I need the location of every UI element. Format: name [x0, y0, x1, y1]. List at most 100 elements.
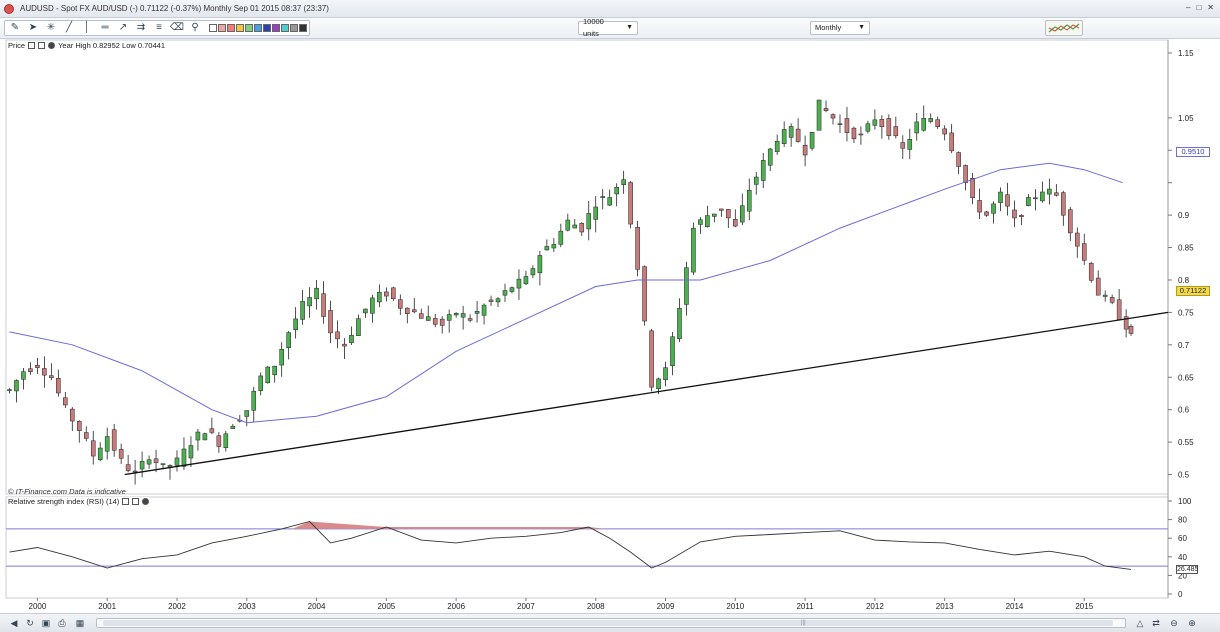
app-logo-icon: [4, 3, 14, 14]
candle-up: [705, 215, 710, 227]
interval-value: Monthly: [815, 23, 842, 32]
pointer-icon[interactable]: ➤: [28, 22, 38, 33]
zoom-icon[interactable]: ⚲: [191, 22, 199, 33]
window-icon[interactable]: [38, 42, 46, 49]
zoom-out-icon[interactable]: ⊖: [1170, 618, 1178, 628]
candle-down: [893, 126, 899, 137]
candle-down: [1012, 209, 1017, 219]
mini-chart-icon: [1048, 23, 1080, 33]
candle-down: [405, 307, 410, 315]
rsi-y-tick-label: 40: [1178, 553, 1187, 562]
candle-up: [286, 332, 291, 348]
candle-down: [830, 114, 836, 119]
candle-up: [502, 290, 508, 296]
color-swatch[interactable]: [290, 24, 298, 32]
x-tick-label: 2006: [447, 602, 465, 611]
color-swatch[interactable]: [209, 24, 217, 32]
candle-down: [83, 432, 89, 439]
color-swatch[interactable]: [272, 24, 280, 32]
candle-down: [1088, 262, 1094, 281]
delete-icon[interactable]: ⌫: [169, 22, 185, 33]
candle-up: [300, 301, 305, 320]
camera-icon[interactable]: ▣: [41, 618, 51, 628]
horizontal-line-icon[interactable]: ═: [101, 22, 109, 33]
candle-up: [558, 230, 564, 245]
candle-down: [418, 313, 424, 319]
candle-up: [551, 244, 557, 249]
price-panel-header: Price Year High 0.82952 Low 0.70441: [8, 41, 165, 50]
maximize-button[interactable]: □: [1196, 3, 1202, 12]
close-button[interactable]: ✕: [1207, 3, 1214, 12]
x-tick-label: 2010: [726, 602, 744, 611]
y-tick-label: 0.9: [1178, 211, 1190, 220]
channel-icon[interactable]: ⇉: [136, 22, 146, 33]
chart-layout-button[interactable]: [1045, 20, 1083, 36]
candle-up: [767, 148, 773, 166]
color-swatch[interactable]: [263, 24, 271, 32]
color-swatch[interactable]: [254, 24, 262, 32]
support-trendline: [124, 311, 1169, 476]
candle-up: [1026, 197, 1031, 206]
minimize-button[interactable]: ‒: [1186, 3, 1191, 12]
pencil-icon[interactable]: [122, 498, 130, 505]
candle-up: [698, 219, 703, 225]
candle-down: [56, 378, 61, 394]
candle-up: [495, 298, 501, 303]
window-icon[interactable]: [132, 498, 140, 505]
candle-up: [104, 436, 110, 452]
candle-down: [733, 219, 738, 227]
candle-down: [649, 330, 654, 388]
trend-icon[interactable]: ↗: [118, 22, 128, 33]
candle-up: [265, 366, 270, 383]
time-scrollbar[interactable]: |||: [96, 618, 1126, 628]
candle-up: [607, 197, 612, 206]
grid-icon[interactable]: ▦: [75, 618, 85, 628]
chevron-down-icon: ▼: [626, 24, 633, 31]
candle-up: [712, 213, 717, 217]
candle-up: [753, 176, 759, 185]
chart-canvas[interactable]: 0.50.550.60.650.70.750.80.850.911.051.15…: [0, 0, 1220, 613]
candle-up: [565, 219, 571, 231]
vertical-line-icon[interactable]: │: [83, 22, 91, 33]
candle-up: [809, 132, 815, 149]
candle-up: [21, 371, 26, 380]
settings-icon[interactable]: [48, 42, 56, 49]
line-icon[interactable]: ╱: [65, 22, 73, 33]
color-swatch[interactable]: [281, 24, 289, 32]
print-icon[interactable]: ⎙: [58, 618, 66, 628]
color-swatch[interactable]: [299, 24, 307, 32]
candle-down: [823, 108, 829, 111]
color-swatch[interactable]: [227, 24, 235, 32]
candle-up: [195, 431, 201, 441]
zoom-in-icon[interactable]: ⊕: [1188, 618, 1196, 628]
ruler-icon[interactable]: ✎: [10, 22, 20, 33]
candle-down: [1116, 299, 1122, 320]
candle-up: [670, 336, 675, 366]
candle-down: [328, 310, 333, 334]
color-swatch[interactable]: [218, 24, 226, 32]
color-swatch[interactable]: [236, 24, 244, 32]
candle-up: [998, 191, 1003, 203]
crosshair-icon[interactable]: ✳: [46, 22, 56, 33]
chart-type-icon[interactable]: △: [1136, 618, 1144, 628]
window-title: AUDUSD - Spot FX AUD/USD (-) 0.71122 (-0…: [20, 4, 329, 13]
x-tick-label: 2007: [517, 602, 535, 611]
candle-up: [188, 445, 194, 459]
rsi-y-tick-label: 80: [1178, 516, 1187, 525]
interval-dropdown[interactable]: Monthly ▼: [810, 21, 870, 35]
fit-icon[interactable]: ⇄: [1152, 618, 1160, 628]
scroll-left-icon[interactable]: ◀: [10, 618, 18, 628]
fibonacci-icon[interactable]: ≡: [156, 22, 162, 33]
refresh-icon[interactable]: ↻: [26, 618, 34, 628]
units-dropdown[interactable]: 10000 units ▼: [578, 17, 638, 38]
color-swatch[interactable]: [245, 24, 253, 32]
chart-toolbar: ✎ ➤ ✳ ╱ │ ═ ↗ ⇉ ≡ ⌫ ⚲ 10000 units ▼ Month…: [0, 17, 1220, 39]
candle-down: [439, 318, 445, 326]
candle-down: [942, 128, 947, 135]
candle-down: [963, 165, 968, 183]
settings-icon[interactable]: [142, 498, 150, 505]
y-tick-label: 0.7: [1178, 341, 1190, 350]
scrollbar-thumb[interactable]: [103, 620, 1113, 626]
candle-down: [411, 309, 417, 313]
pencil-icon[interactable]: [28, 42, 36, 49]
